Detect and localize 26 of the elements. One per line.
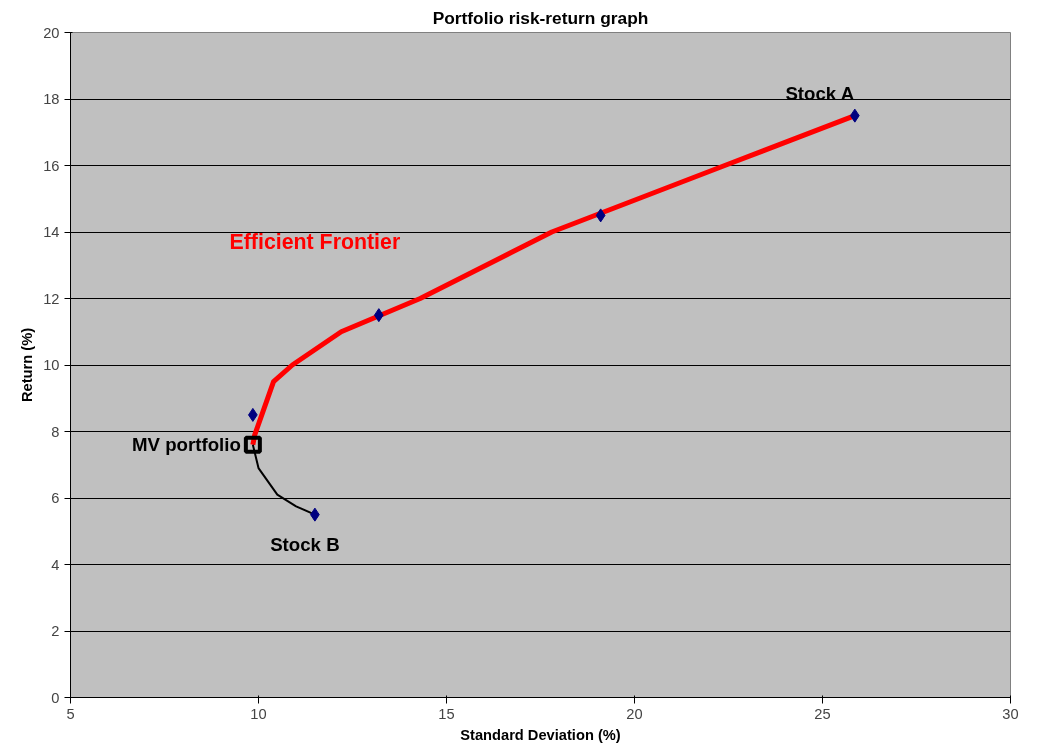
y-tick-label: 4: [51, 556, 60, 573]
x-tick-label: 30: [1002, 705, 1019, 722]
point: [595, 208, 606, 223]
y-tick-label: 14: [43, 224, 60, 240]
y-tick-label: 8: [51, 423, 60, 440]
y-tick-label: 12: [43, 290, 60, 307]
series-label: MV portfolio: [132, 433, 241, 455]
y-axis-title: Return (%): [19, 327, 36, 403]
x-tick-label: 15: [438, 705, 455, 722]
x-tick-label: 20: [626, 705, 643, 722]
y-tick-label: 10: [43, 357, 60, 373]
text: Efficient Frontier: [229, 229, 401, 254]
x-tick-label: 25: [814, 705, 831, 722]
annotation: Stock B: [270, 533, 340, 555]
x-axis-title: Standard Deviation (%): [460, 726, 621, 743]
point: [243, 435, 262, 454]
y-tick-label: 6: [51, 490, 60, 506]
y-tick-label: 18: [43, 91, 60, 107]
x-tick-label: 5: [66, 705, 75, 722]
y-tick-label: 20: [43, 24, 60, 41]
x-tick-label: 10: [250, 705, 267, 722]
y-tick-label: 2: [51, 623, 60, 639]
point: [373, 308, 384, 323]
y-tick-label: 0: [51, 689, 60, 706]
chart-title: Portfolio risk-return graph: [432, 7, 649, 28]
y-tick-label: 16: [43, 157, 60, 174]
